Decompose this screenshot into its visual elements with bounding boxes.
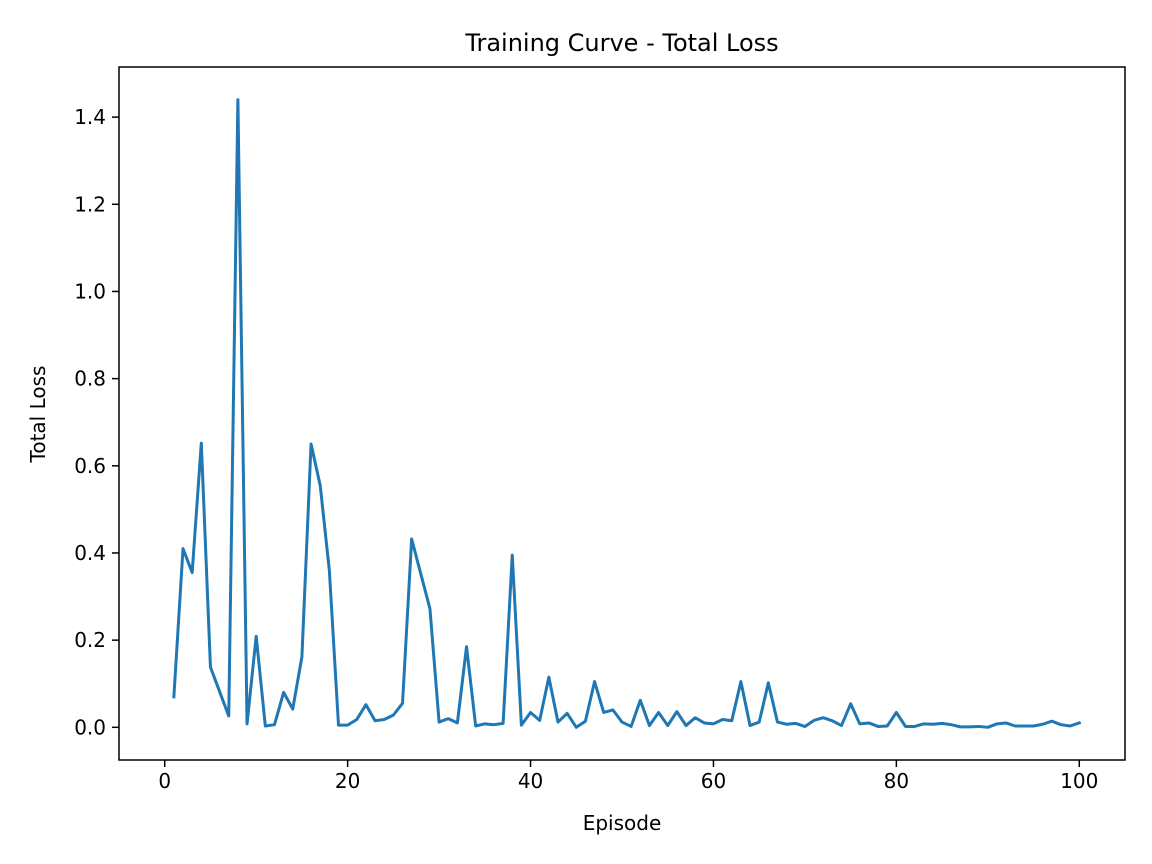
x-axis-label: Episode [583,811,662,835]
y-tick-label: 0.6 [74,454,106,478]
y-tick-label: 1.2 [74,192,106,216]
y-axis-label: Total Loss [26,366,50,464]
x-tick-label: 20 [335,769,360,793]
chart-title: Training Curve - Total Loss [464,29,778,57]
x-tick-label: 80 [884,769,909,793]
y-tick-label: 1.0 [74,279,106,303]
y-tick-label: 0.2 [74,628,106,652]
y-tick-label: 0.8 [74,367,106,391]
plot-area: 0 20 40 60 80 100 0.0 0.2 0.4 0.6 0.8 1.0 1.2 1.4 [74,66,1126,793]
series-line-1 [172,98,1082,729]
x-tick-label: 0 [158,769,171,793]
y-tick-label: 0.4 [74,541,106,565]
y-tick-label: 0.0 [74,715,106,739]
x-tick-label: 40 [518,769,543,793]
x-tick-label: 60 [701,769,726,793]
y-tick-label: 1.4 [74,105,106,129]
axes-frame [118,66,1126,761]
x-tick-label: 100 [1060,769,1098,793]
